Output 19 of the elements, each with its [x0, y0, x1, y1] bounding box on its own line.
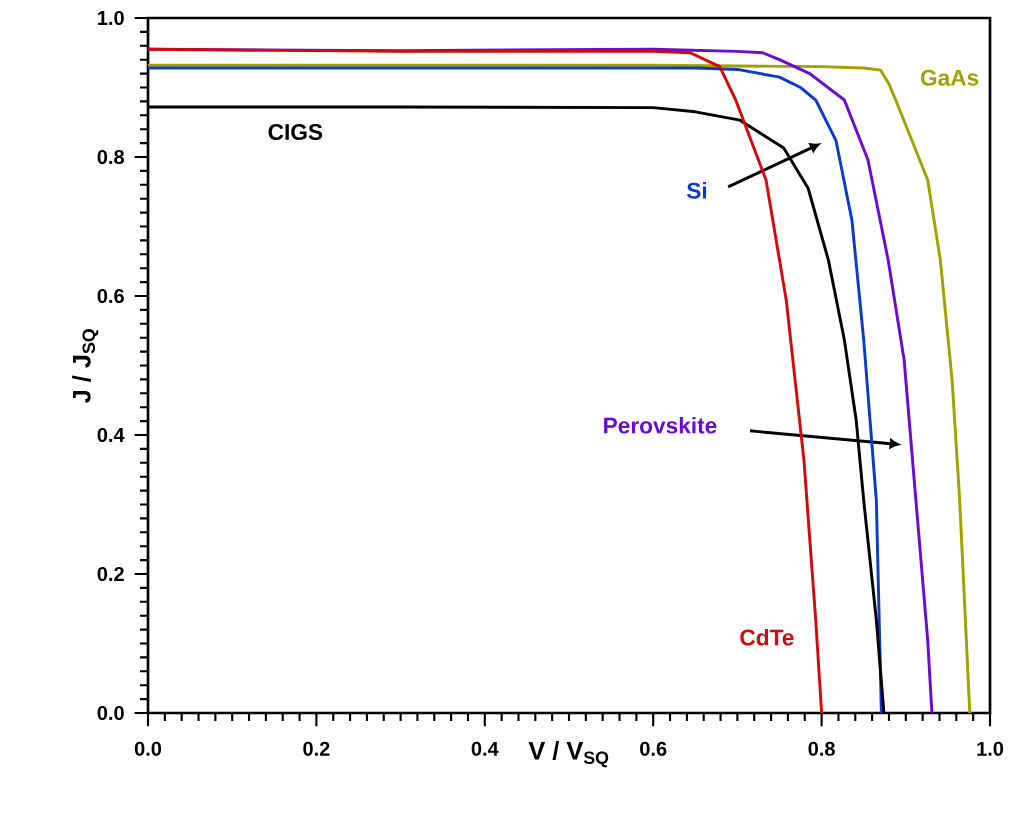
- y-tick-label: 0.6: [97, 288, 124, 304]
- text: Si: [686, 182, 707, 199]
- x-axis-title: V / V$_{SQ}$: [528, 741, 609, 768]
- text: Perovskite: [604, 416, 717, 434]
- series-label: CdTe: [740, 628, 794, 646]
- x-tick-label: 1.0: [977, 741, 1004, 756]
- y-tick-label: 0.2: [97, 566, 124, 582]
- x-tick-label: 0.2: [303, 741, 330, 756]
- x-tick-label: 0.6: [640, 741, 667, 756]
- y-tick-label: 1.0: [98, 10, 124, 26]
- y-tick-label: 0.8: [97, 149, 124, 165]
- series-label: CIGS: [268, 123, 323, 141]
- x-tick-label: 0.8: [808, 741, 835, 756]
- y-tick-label: 0.4: [97, 427, 125, 443]
- x-tick-label: 0.4: [471, 741, 499, 756]
- y-tick-label: 0.0: [97, 705, 124, 721]
- x-tick-label: 0.0: [134, 741, 162, 756]
- series-label: GaAs: [920, 69, 979, 86]
- y-axis-title: J / J$_{SQ}$: [72, 329, 99, 403]
